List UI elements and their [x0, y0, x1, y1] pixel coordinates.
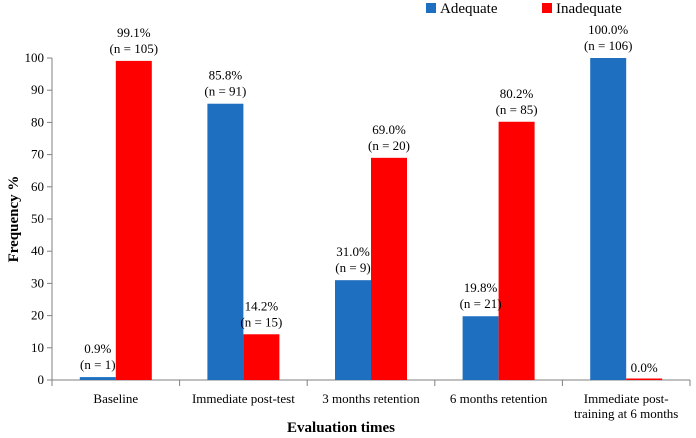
- x-category-label: training at 6 months: [574, 406, 678, 421]
- data-label: 14.2%: [245, 298, 279, 313]
- data-label: 80.2%: [500, 86, 534, 101]
- data-label: 100.0%: [588, 22, 628, 37]
- bar-inadequate-2: [371, 157, 407, 380]
- data-label: 0.9%: [84, 341, 111, 356]
- data-label: 85.8%: [209, 68, 243, 83]
- x-category-label: Baseline: [93, 391, 138, 406]
- y-tick-label: 30: [31, 275, 44, 290]
- data-label: (n = 20): [368, 138, 410, 153]
- legend-swatch-inadequate: [542, 3, 552, 13]
- data-label: (n = 85): [496, 102, 538, 117]
- bar-adequate-4: [590, 58, 627, 380]
- data-label: (n = 91): [204, 84, 246, 99]
- bar-inadequate-4: [626, 378, 663, 380]
- legend-label-adequate: Adequate: [440, 1, 498, 17]
- x-axis: Baseline Immediate post-test 3 months rete…: [51, 379, 691, 421]
- y-tick-label: 40: [31, 243, 44, 258]
- data-label: (n = 105): [110, 41, 159, 56]
- bar-inadequate-1: [243, 334, 280, 380]
- y-tick-label: 100: [25, 50, 45, 65]
- data-labels: 0.9%(n = 1) 85.8%(n = 91) 31.0%(n = 9) 19.8…: [80, 22, 658, 375]
- x-category-label: Immediate post-: [584, 391, 669, 406]
- x-category-label: Immediate post-test: [192, 391, 295, 406]
- data-label: 99.1%: [117, 25, 151, 40]
- y-tick-label: 50: [31, 211, 44, 226]
- y-tick-label: 90: [31, 82, 44, 97]
- bars: [79, 58, 663, 381]
- y-tick-label: 10: [31, 340, 44, 355]
- y-axis-title: Frequency %: [6, 176, 22, 263]
- data-label: 69.0%: [372, 122, 406, 137]
- data-label: (n = 9): [335, 260, 371, 275]
- data-label: 0.0%: [631, 360, 658, 375]
- y-tick-label: 0: [38, 372, 45, 387]
- legend: Adequate Inadequate: [426, 1, 622, 17]
- bar-adequate-0: [79, 377, 116, 380]
- y-tick-label: 80: [31, 114, 44, 129]
- data-label: (n = 21): [460, 296, 502, 311]
- x-category-label: 3 months retention: [322, 391, 420, 406]
- data-label: (n = 1): [80, 357, 116, 372]
- bar-adequate-1: [207, 103, 244, 380]
- bar-adequate-2: [335, 280, 371, 380]
- x-axis-title: Evaluation times: [287, 420, 395, 436]
- data-label: 31.0%: [336, 244, 370, 259]
- bar-inadequate-0: [115, 60, 152, 380]
- y-tick-label: 60: [31, 179, 44, 194]
- y-axis: 0 10 20 30 40 50 60 70 80 90 100: [25, 50, 53, 387]
- y-tick-label: 70: [31, 147, 44, 162]
- data-label: 19.8%: [464, 280, 498, 295]
- y-tick-label: 20: [31, 308, 44, 323]
- x-category-label: 6 months retention: [450, 391, 548, 406]
- bar-inadequate-3: [498, 121, 535, 381]
- legend-label-inadequate: Inadequate: [556, 1, 622, 17]
- data-label: (n = 15): [240, 314, 282, 329]
- legend-swatch-adequate: [426, 3, 436, 13]
- data-label: (n = 106): [584, 38, 633, 53]
- bar-adequate-3: [462, 316, 499, 380]
